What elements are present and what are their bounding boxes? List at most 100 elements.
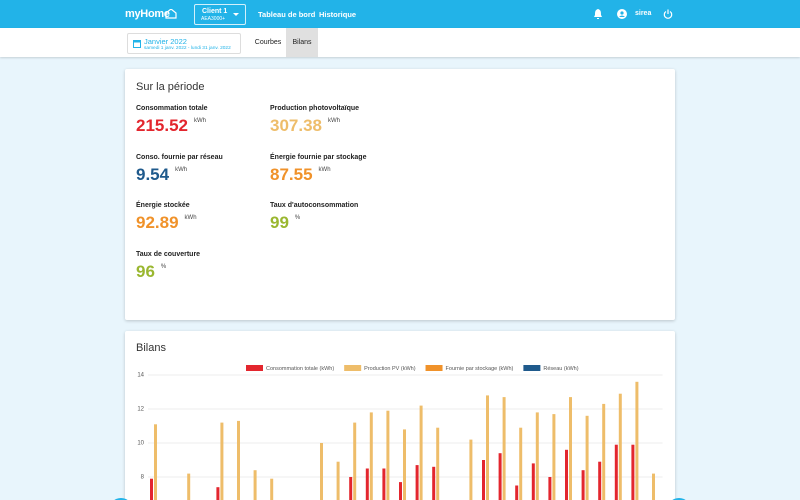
metric-value-line: 96%: [136, 262, 200, 282]
legend-swatch: [246, 365, 263, 371]
metric-value: 99: [270, 213, 289, 232]
tab-label: Bilans: [292, 39, 312, 46]
bar: [548, 477, 552, 500]
user-name[interactable]: sirea: [635, 10, 652, 17]
metric-value-line: 87.55 kWh: [270, 165, 366, 185]
bar: [415, 465, 419, 500]
metric-value-line: 9.54 kWh: [136, 165, 223, 185]
bar: [382, 468, 386, 500]
metric-unit: kWh: [175, 166, 188, 173]
bar: [486, 395, 489, 500]
legend-swatch: [523, 365, 541, 371]
bar: [220, 422, 224, 500]
bar: [531, 463, 535, 500]
bar: [419, 405, 423, 500]
metric: Conso. fournie par réseau 9.54 kWh: [136, 154, 223, 185]
client-code: AEA3000+: [201, 16, 226, 22]
bar: [498, 453, 502, 500]
legend-swatch: [425, 365, 443, 371]
period-picker[interactable]: Janvier 2022 samedi 1 janv. 2022 - lundi…: [127, 33, 241, 54]
metric-value-line: 92.89 kWh: [136, 213, 197, 233]
bar: [349, 477, 353, 500]
bar: [569, 397, 572, 500]
metric: Taux de couverture 96%: [136, 251, 200, 282]
period-range: samedi 1 janv. 2022 - lundi 31 janv. 202…: [144, 46, 231, 51]
bar: [519, 427, 523, 500]
metric-value-line: 215.52 kWh: [136, 116, 208, 136]
bar: [482, 460, 485, 500]
bar: [320, 443, 323, 500]
metric-unit: kWh: [194, 118, 206, 124]
metric-unit: kWh: [328, 118, 340, 124]
metric-label: Taux d'autoconsommation: [270, 202, 359, 209]
metric-label: Taux de couverture: [136, 250, 201, 258]
metric-unit: %: [294, 215, 301, 221]
bar: [585, 415, 589, 500]
bar: [154, 424, 157, 500]
bar: [216, 487, 220, 500]
tab-active[interactable]: Bilans: [286, 28, 318, 57]
bar: [602, 403, 606, 500]
y-tick-label: 8: [141, 475, 145, 481]
metric-value-line: 307.38 kWh: [270, 116, 359, 136]
bar: [403, 429, 406, 500]
nav-link[interactable]: Historique: [319, 10, 357, 19]
bar: [187, 473, 191, 500]
bar: [631, 444, 635, 500]
nav-link[interactable]: Tableau de bord: [258, 10, 316, 19]
metric-unit: %: [160, 263, 167, 270]
metric: Énergie fournie par stockage 87.55 kWh: [270, 154, 366, 185]
bar: [386, 410, 390, 500]
bar: [515, 485, 519, 500]
period-title: Janvier 2022: [144, 37, 187, 46]
calendar-icon: [133, 40, 141, 48]
bar: [432, 466, 436, 500]
bar: [353, 422, 357, 500]
metric-value: 307.38: [270, 116, 322, 135]
bar: [535, 412, 539, 500]
bar: [237, 420, 240, 500]
metric-value-line: 99%: [270, 213, 358, 233]
y-tick-label: 14: [137, 373, 144, 379]
metric-label: Conso. fournie par réseau: [136, 153, 223, 161]
bar: [369, 412, 373, 500]
legend-label: Réseau (kWh): [543, 366, 578, 372]
metric-value: 215.52: [136, 116, 188, 135]
metric: Taux d'autoconsommation 99%: [270, 202, 358, 233]
account-icon[interactable]: [617, 9, 627, 19]
legend-label: Production PV (kWh): [364, 366, 416, 372]
bell-icon[interactable]: [593, 9, 603, 20]
logo[interactable]: myHome: [125, 8, 170, 20]
bar: [502, 397, 506, 500]
metric-label: Énergie stockée: [136, 202, 190, 209]
legend-swatch: [344, 365, 362, 371]
power-icon[interactable]: [663, 9, 673, 19]
dropdown-arrow: [233, 13, 239, 16]
metric-unit: kWh: [318, 166, 331, 173]
y-tick-label: 10: [137, 441, 144, 447]
metric: Énergie stockée 92.89 kWh: [136, 202, 197, 233]
bar: [469, 439, 473, 500]
tab-label: Courbes: [254, 39, 282, 46]
tab[interactable]: Courbes: [250, 28, 286, 57]
bar: [581, 470, 585, 500]
summary-card: Sur la période Consommation totale 215.52…: [125, 69, 675, 320]
bar: [365, 468, 369, 500]
bar: [618, 393, 622, 500]
bar: [150, 478, 153, 500]
top-bar: myHome Client 1 AEA3000+ Tableau de bord…: [0, 0, 800, 28]
client-name: Client 1: [202, 8, 228, 15]
bar: [336, 461, 340, 500]
bar: [652, 473, 655, 500]
metric: Consommation totale 215.52 kWh: [136, 105, 208, 136]
bar: [565, 449, 568, 500]
card-title: Sur la période: [136, 81, 205, 93]
bar: [598, 461, 602, 500]
bar: [436, 427, 440, 500]
bar: [399, 482, 402, 500]
client-select[interactable]: Client 1 AEA3000+: [194, 4, 246, 25]
logo-icon: [165, 9, 177, 19]
metric: Production photovoltaïque 307.38 kWh: [270, 105, 359, 136]
